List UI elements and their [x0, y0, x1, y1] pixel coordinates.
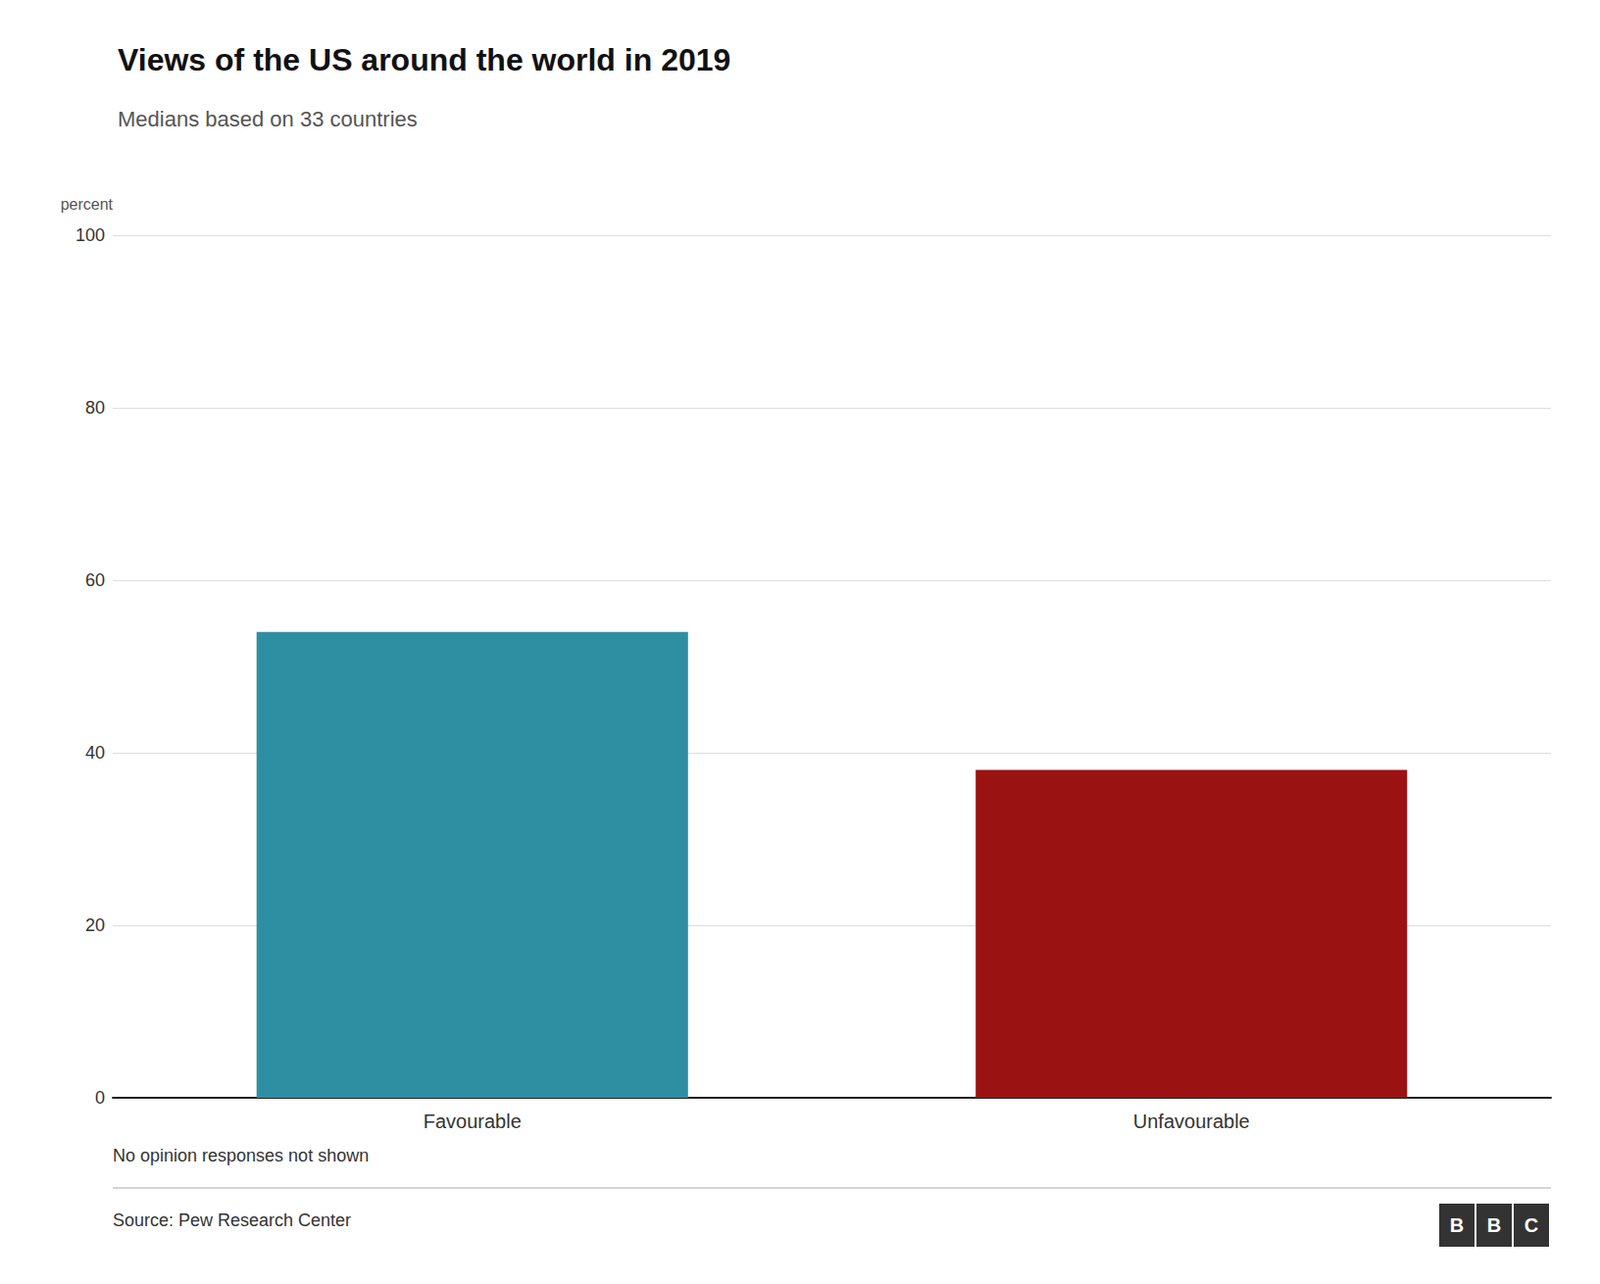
svg-text:Unfavourable: Unfavourable	[1133, 1110, 1250, 1133]
svg-text:100: 100	[75, 225, 105, 246]
svg-text:60: 60	[85, 570, 105, 591]
svg-text:B: B	[1450, 1214, 1464, 1237]
svg-text:No opinion responses not shown: No opinion responses not shown	[112, 1146, 369, 1166]
svg-text:40: 40	[85, 743, 105, 763]
svg-text:Favourable: Favourable	[423, 1110, 522, 1133]
svg-text:20: 20	[85, 915, 105, 936]
svg-text:percent: percent	[60, 196, 114, 213]
svg-text:80: 80	[85, 398, 105, 418]
svg-text:B: B	[1487, 1214, 1501, 1237]
svg-text:0: 0	[95, 1088, 105, 1108]
svg-text:Views of the US around the wor: Views of the US around the world in 2019	[117, 42, 731, 78]
svg-text:Source: Pew Research Center: Source: Pew Research Center	[112, 1210, 351, 1231]
svg-text:Medians based on 33 countries: Medians based on 33 countries	[117, 106, 418, 132]
svg-text:C: C	[1524, 1214, 1539, 1237]
